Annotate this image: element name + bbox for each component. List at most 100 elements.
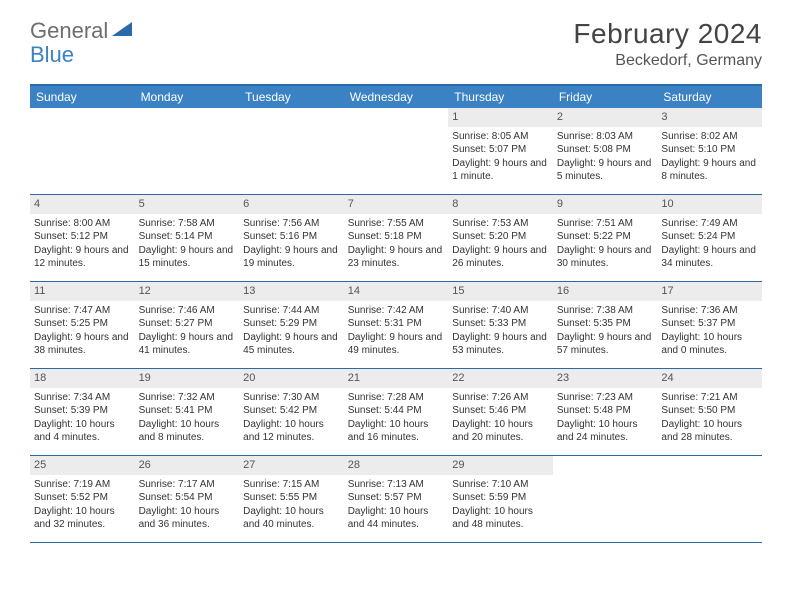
sunrise-text: Sunrise: 7:15 AM <box>243 478 340 492</box>
page-header: General February 2024 Beckedorf, Germany <box>0 0 792 78</box>
sunrise-text: Sunrise: 7:46 AM <box>139 304 236 318</box>
calendar-cell: 1Sunrise: 8:05 AMSunset: 5:07 PMDaylight… <box>448 108 553 194</box>
logo: General <box>30 18 134 44</box>
daylight-text: Daylight: 10 hours and 44 minutes. <box>348 505 445 532</box>
sunset-text: Sunset: 5:18 PM <box>348 230 445 244</box>
sunset-text: Sunset: 5:24 PM <box>661 230 758 244</box>
day-number: 24 <box>657 369 762 388</box>
day-number: 9 <box>553 195 658 214</box>
calendar-cell: 2Sunrise: 8:03 AMSunset: 5:08 PMDaylight… <box>553 108 658 194</box>
daylight-text: Daylight: 9 hours and 15 minutes. <box>139 244 236 271</box>
sunset-text: Sunset: 5:41 PM <box>139 404 236 418</box>
day-number: 18 <box>30 369 135 388</box>
calendar-cell: 15Sunrise: 7:40 AMSunset: 5:33 PMDayligh… <box>448 282 553 368</box>
day-header: Tuesday <box>239 86 344 108</box>
day-number: 27 <box>239 456 344 475</box>
sunset-text: Sunset: 5:25 PM <box>34 317 131 331</box>
title-block: February 2024 Beckedorf, Germany <box>573 18 762 70</box>
day-header: Wednesday <box>344 86 449 108</box>
daylight-text: Daylight: 9 hours and 26 minutes. <box>452 244 549 271</box>
logo-text-blue: Blue <box>30 42 74 67</box>
day-header: Sunday <box>30 86 135 108</box>
calendar-cell: 7Sunrise: 7:55 AMSunset: 5:18 PMDaylight… <box>344 195 449 281</box>
triangle-icon <box>112 20 132 43</box>
calendar-cell: 18Sunrise: 7:34 AMSunset: 5:39 PMDayligh… <box>30 369 135 455</box>
sunrise-text: Sunrise: 7:42 AM <box>348 304 445 318</box>
sunrise-text: Sunrise: 7:56 AM <box>243 217 340 231</box>
daylight-text: Daylight: 9 hours and 1 minute. <box>452 157 549 184</box>
calendar-cell: 13Sunrise: 7:44 AMSunset: 5:29 PMDayligh… <box>239 282 344 368</box>
calendar-cell <box>657 456 762 542</box>
calendar-cell: 14 Sunrise: 7:42 AMSunset: 5:31 PMDayligh… <box>344 282 449 368</box>
calendar-cell: 6Sunrise: 7:56 AMSunset: 5:16 PMDaylight… <box>239 195 344 281</box>
day-header: Monday <box>135 86 240 108</box>
day-number: 14 <box>344 282 449 301</box>
location-label: Beckedorf, Germany <box>573 52 762 70</box>
sunset-text: Sunset: 5:46 PM <box>452 404 549 418</box>
calendar: SundayMondayTuesdayWednesdayThursdayFrid… <box>30 84 762 543</box>
day-number: 19 <box>135 369 240 388</box>
day-number: 12 <box>135 282 240 301</box>
sunrise-text: Sunrise: 8:05 AM <box>452 130 549 144</box>
sunset-text: Sunset: 5:59 PM <box>452 491 549 505</box>
sunrise-text: Sunrise: 7:55 AM <box>348 217 445 231</box>
sunset-text: Sunset: 5:12 PM <box>34 230 131 244</box>
daylight-text: Daylight: 10 hours and 28 minutes. <box>661 418 758 445</box>
sunrise-text: Sunrise: 7:32 AM <box>139 391 236 405</box>
calendar-cell: 22Sunrise: 7:26 AMSunset: 5:46 PMDayligh… <box>448 369 553 455</box>
sunset-text: Sunset: 5:22 PM <box>557 230 654 244</box>
day-header: Friday <box>553 86 658 108</box>
calendar-cell: 21Sunrise: 7:28 AMSunset: 5:44 PMDayligh… <box>344 369 449 455</box>
calendar-cell: 10Sunrise: 7:49 AMSunset: 5:24 PMDayligh… <box>657 195 762 281</box>
sunrise-text: Sunrise: 7:49 AM <box>661 217 758 231</box>
calendar-cell <box>30 108 135 194</box>
day-number: 15 <box>448 282 553 301</box>
daylight-text: Daylight: 9 hours and 23 minutes. <box>348 244 445 271</box>
day-number: 21 <box>344 369 449 388</box>
sunset-text: Sunset: 5:55 PM <box>243 491 340 505</box>
sunset-text: Sunset: 5:16 PM <box>243 230 340 244</box>
calendar-cell: 20Sunrise: 7:30 AMSunset: 5:42 PMDayligh… <box>239 369 344 455</box>
daylight-text: Daylight: 10 hours and 32 minutes. <box>34 505 131 532</box>
daylight-text: Daylight: 9 hours and 19 minutes. <box>243 244 340 271</box>
calendar-cell <box>135 108 240 194</box>
day-number: 13 <box>239 282 344 301</box>
sunset-text: Sunset: 5:29 PM <box>243 317 340 331</box>
daylight-text: Daylight: 9 hours and 53 minutes. <box>452 331 549 358</box>
sunset-text: Sunset: 5:54 PM <box>139 491 236 505</box>
sunset-text: Sunset: 5:37 PM <box>661 317 758 331</box>
daylight-text: Daylight: 9 hours and 30 minutes. <box>557 244 654 271</box>
daylight-text: Daylight: 10 hours and 36 minutes. <box>139 505 236 532</box>
sunrise-text: Sunrise: 7:26 AM <box>452 391 549 405</box>
day-number <box>239 108 344 127</box>
weeks-container: 1Sunrise: 8:05 AMSunset: 5:07 PMDaylight… <box>30 108 762 543</box>
calendar-cell <box>553 456 658 542</box>
daylight-text: Daylight: 9 hours and 41 minutes. <box>139 331 236 358</box>
logo-blue-row: Blue <box>30 42 74 68</box>
daylight-text: Daylight: 9 hours and 8 minutes. <box>661 157 758 184</box>
calendar-cell: 19Sunrise: 7:32 AMSunset: 5:41 PMDayligh… <box>135 369 240 455</box>
day-number <box>657 456 762 475</box>
sunset-text: Sunset: 5:20 PM <box>452 230 549 244</box>
calendar-cell: 26Sunrise: 7:17 AMSunset: 5:54 PMDayligh… <box>135 456 240 542</box>
calendar-cell: 29Sunrise: 7:10 AMSunset: 5:59 PMDayligh… <box>448 456 553 542</box>
calendar-cell: 23Sunrise: 7:23 AMSunset: 5:48 PMDayligh… <box>553 369 658 455</box>
daylight-text: Daylight: 10 hours and 12 minutes. <box>243 418 340 445</box>
sunset-text: Sunset: 5:08 PM <box>557 143 654 157</box>
calendar-cell: 28Sunrise: 7:13 AMSunset: 5:57 PMDayligh… <box>344 456 449 542</box>
calendar-cell: 24Sunrise: 7:21 AMSunset: 5:50 PMDayligh… <box>657 369 762 455</box>
calendar-cell: 5Sunrise: 7:58 AMSunset: 5:14 PMDaylight… <box>135 195 240 281</box>
week-row: 1Sunrise: 8:05 AMSunset: 5:07 PMDaylight… <box>30 108 762 195</box>
sunset-text: Sunset: 5:33 PM <box>452 317 549 331</box>
day-number: 23 <box>553 369 658 388</box>
calendar-cell: 9Sunrise: 7:51 AMSunset: 5:22 PMDaylight… <box>553 195 658 281</box>
day-header: Saturday <box>657 86 762 108</box>
daylight-text: Daylight: 9 hours and 49 minutes. <box>348 331 445 358</box>
sunset-text: Sunset: 5:27 PM <box>139 317 236 331</box>
logo-text-general: General <box>30 18 108 44</box>
sunrise-text: Sunrise: 7:23 AM <box>557 391 654 405</box>
day-number: 2 <box>553 108 658 127</box>
sunrise-text: Sunrise: 7:21 AM <box>661 391 758 405</box>
day-number: 17 <box>657 282 762 301</box>
sunset-text: Sunset: 5:31 PM <box>348 317 445 331</box>
